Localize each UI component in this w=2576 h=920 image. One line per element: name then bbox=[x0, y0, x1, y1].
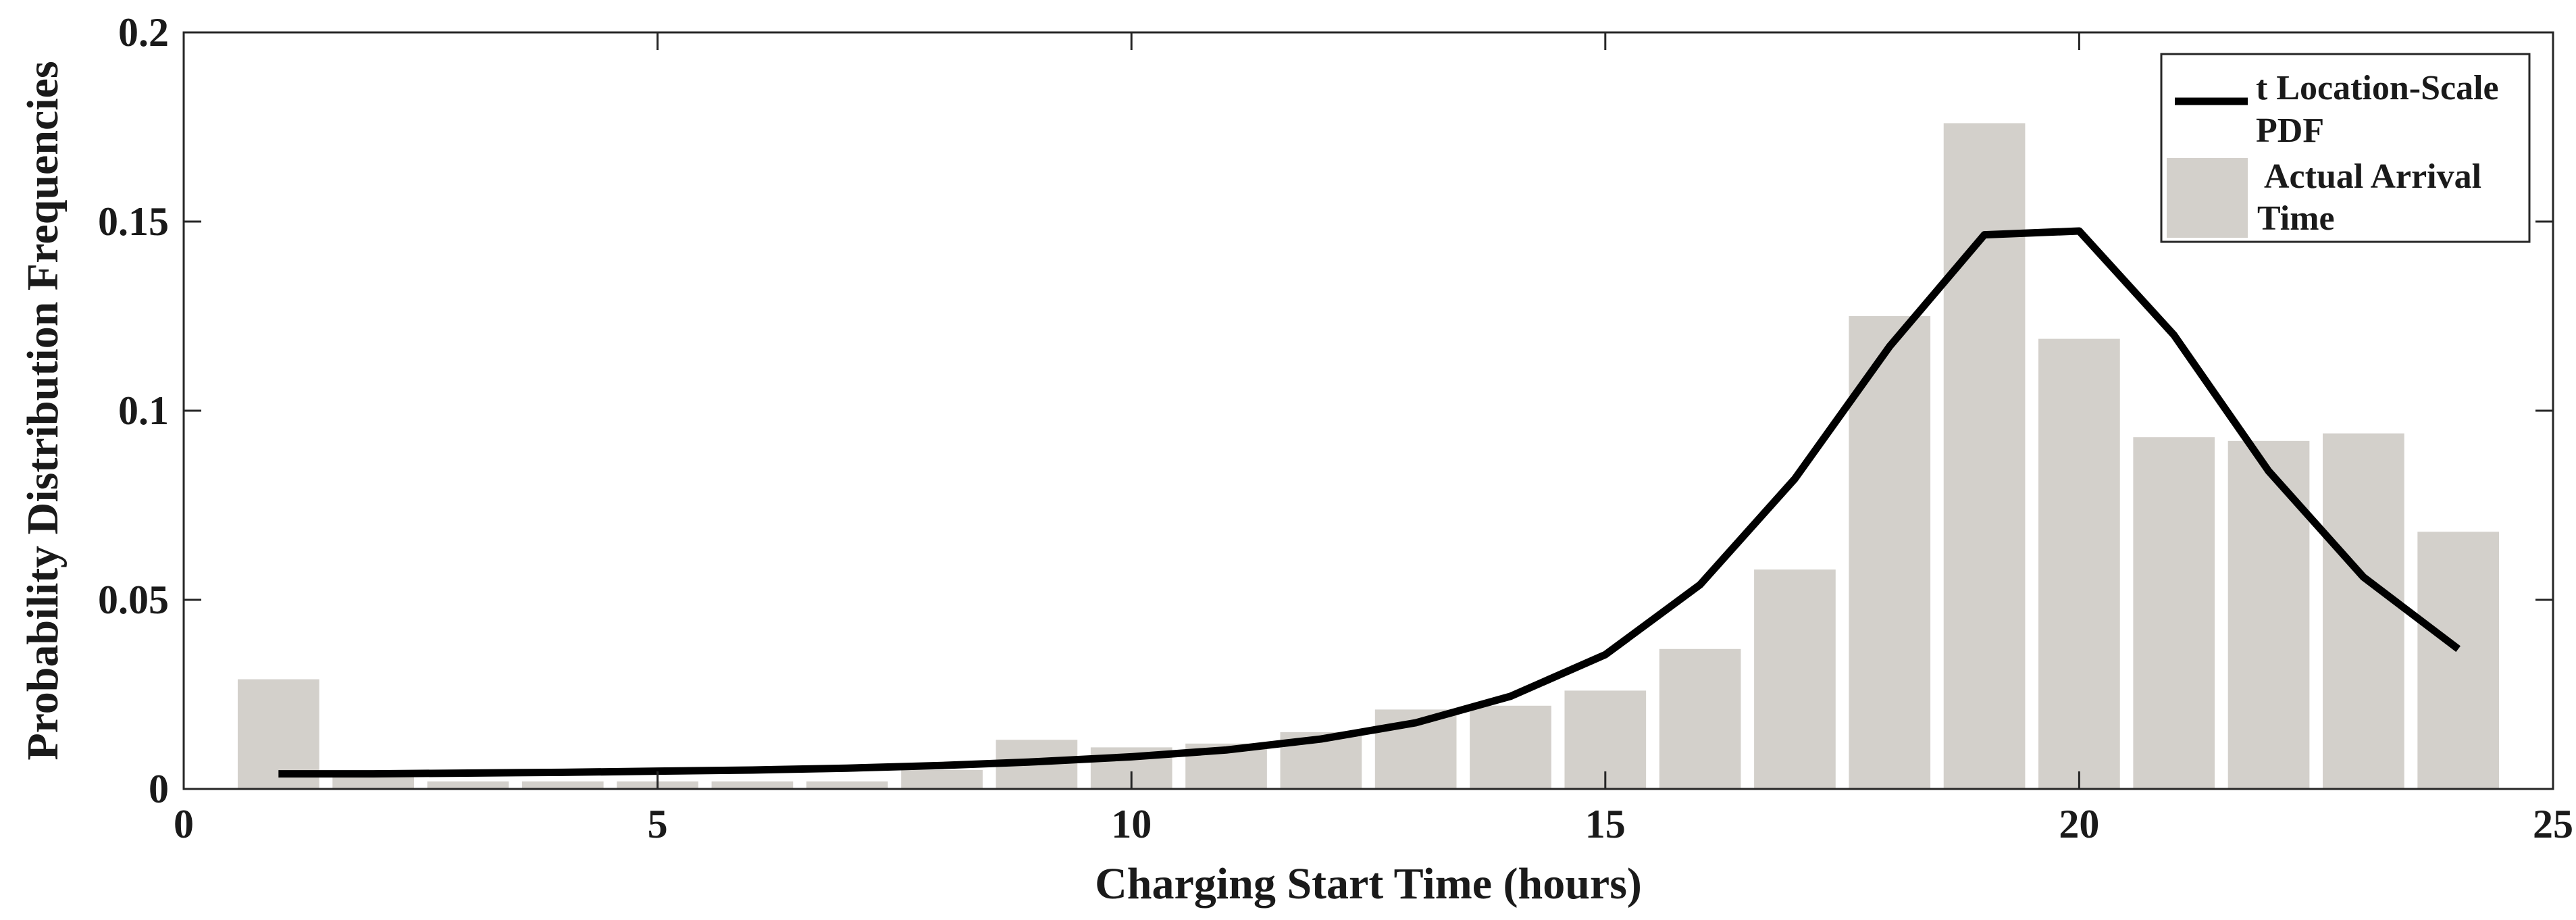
y-tick-label: 0 bbox=[149, 767, 169, 811]
x-tick-label: 15 bbox=[1585, 802, 1626, 846]
x-tick-label: 25 bbox=[2533, 802, 2573, 846]
bar-22 bbox=[2227, 440, 2310, 789]
bar-16 bbox=[1659, 648, 1741, 789]
x-axis-title: Charging Start Time (hours) bbox=[1095, 859, 1642, 909]
bar-21 bbox=[2133, 437, 2215, 789]
y-tick-label: 0.15 bbox=[98, 199, 169, 244]
bar-4 bbox=[521, 781, 604, 789]
y-tick-label: 0.1 bbox=[118, 388, 169, 433]
legend-bar-swatch bbox=[2167, 158, 2248, 238]
bar-6 bbox=[711, 781, 794, 789]
ticks-layer: 0 5 10 15 20 25 0 0.05 0.1 0.15 0.2 bbox=[98, 10, 2573, 846]
bar-14 bbox=[1470, 705, 1551, 789]
legend-label-actual-line1: Actual Arrival bbox=[2264, 157, 2481, 196]
y-tick-label: 0.05 bbox=[98, 578, 169, 622]
bars-layer bbox=[237, 123, 2500, 790]
bar-8 bbox=[901, 770, 983, 789]
legend-label-pdf-line1: t Location-Scale bbox=[2256, 69, 2499, 107]
bar-7 bbox=[806, 781, 888, 789]
y-axis-title: Probability Distribution Frequencies bbox=[18, 61, 68, 760]
pdf-line bbox=[278, 227, 2461, 778]
x-tick-label: 20 bbox=[2059, 802, 2099, 846]
bar-18 bbox=[1849, 316, 1931, 789]
legend-label-pdf-line2: PDF bbox=[2256, 111, 2324, 150]
line-layer bbox=[278, 227, 2461, 778]
bar-2 bbox=[332, 773, 414, 789]
bar-3 bbox=[427, 781, 509, 789]
bar-24 bbox=[2417, 532, 2500, 789]
legend: t Location-Scale PDF Actual Arrival Time bbox=[2160, 53, 2531, 243]
x-tick-label: 0 bbox=[174, 802, 194, 846]
bar-20 bbox=[2038, 338, 2120, 790]
bar-19 bbox=[1943, 123, 2026, 789]
y-tick-label: 0.2 bbox=[118, 10, 169, 55]
legend-label-actual-line2: Time bbox=[2257, 199, 2335, 238]
x-tick-label: 5 bbox=[648, 802, 668, 846]
bar-23 bbox=[2323, 433, 2404, 789]
x-tick-label: 10 bbox=[1111, 802, 1152, 846]
bar-17 bbox=[1754, 569, 1836, 789]
